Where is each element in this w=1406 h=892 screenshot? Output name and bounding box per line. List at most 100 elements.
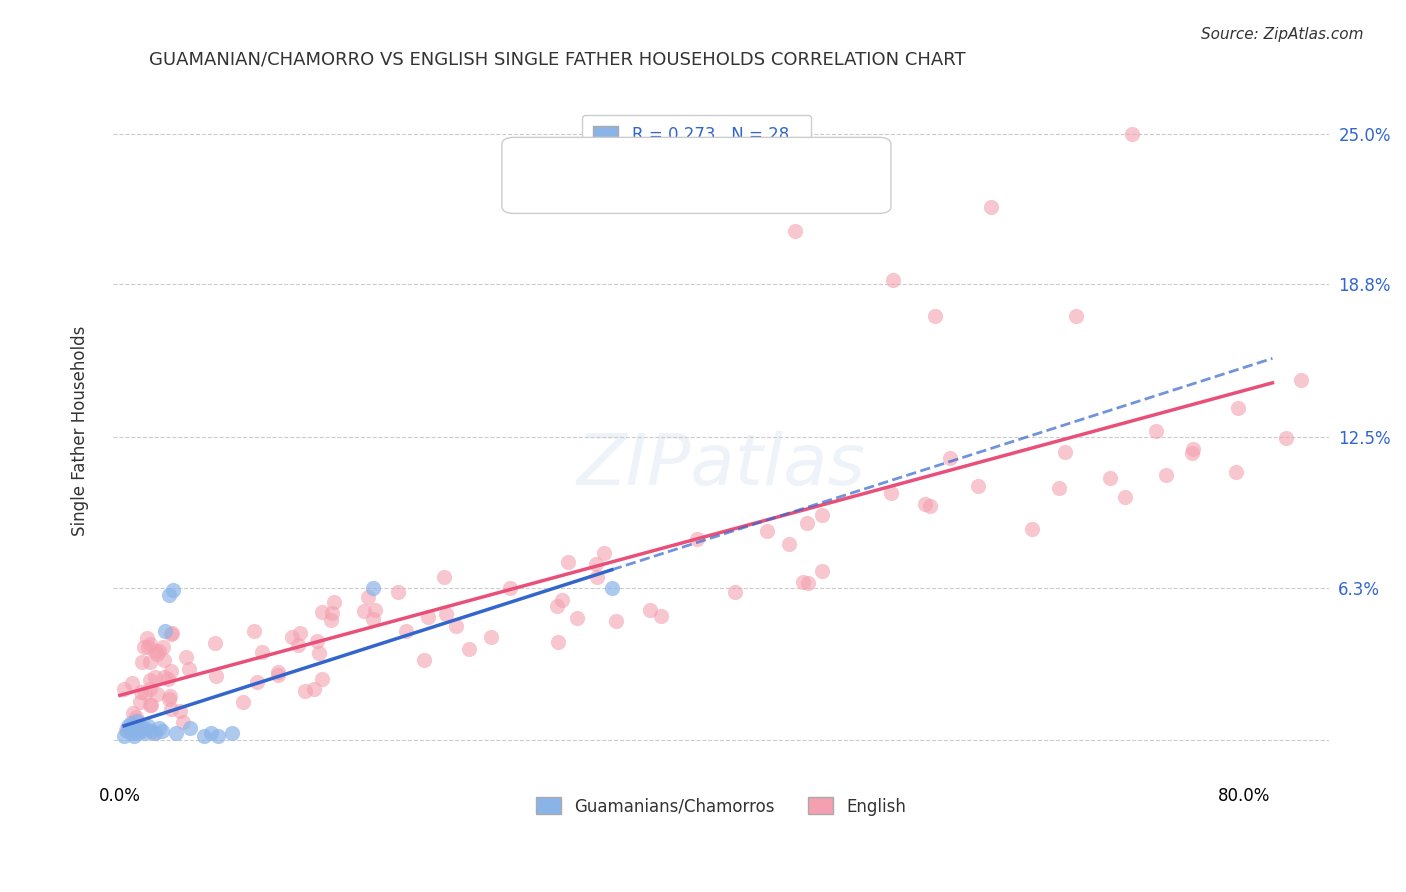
Point bbox=[160, 626, 183, 640]
Point bbox=[686, 532, 709, 546]
Point bbox=[174, 649, 197, 664]
Point bbox=[547, 634, 569, 648]
Text: Source: ZipAtlas.com: Source: ZipAtlas.com bbox=[1201, 27, 1364, 42]
Point bbox=[444, 619, 467, 633]
Point bbox=[139, 698, 162, 712]
Point bbox=[479, 630, 502, 644]
Point bbox=[321, 606, 343, 620]
Point bbox=[308, 646, 330, 660]
Point bbox=[139, 723, 162, 738]
Point bbox=[650, 609, 672, 624]
Point bbox=[1021, 522, 1043, 536]
Point bbox=[165, 726, 187, 740]
Point bbox=[138, 673, 160, 688]
Point bbox=[567, 611, 589, 625]
Point bbox=[117, 719, 139, 733]
Point bbox=[143, 726, 166, 740]
Point bbox=[1047, 482, 1070, 496]
Point bbox=[246, 674, 269, 689]
Point bbox=[120, 716, 142, 731]
Point bbox=[131, 656, 153, 670]
Point bbox=[252, 645, 274, 659]
Point bbox=[321, 613, 343, 627]
Point bbox=[139, 637, 162, 651]
Point bbox=[118, 722, 141, 736]
Point bbox=[136, 632, 159, 646]
Point bbox=[115, 723, 138, 737]
Point bbox=[294, 683, 316, 698]
Point bbox=[129, 723, 152, 738]
Point bbox=[546, 599, 568, 613]
Point bbox=[585, 557, 607, 571]
Point bbox=[311, 672, 333, 686]
Point bbox=[179, 722, 201, 736]
Point bbox=[267, 665, 290, 680]
Point bbox=[159, 690, 181, 704]
Point bbox=[966, 479, 988, 493]
Point bbox=[148, 722, 170, 736]
Point bbox=[783, 224, 806, 238]
Point bbox=[361, 581, 384, 595]
Point bbox=[121, 706, 143, 720]
Point bbox=[1181, 442, 1204, 457]
Point bbox=[357, 590, 380, 604]
Point bbox=[1064, 309, 1087, 323]
Point bbox=[638, 603, 661, 617]
Point bbox=[811, 508, 834, 522]
Point bbox=[557, 555, 579, 569]
Point bbox=[755, 524, 778, 539]
Point bbox=[157, 691, 180, 706]
Point bbox=[307, 634, 329, 648]
Point bbox=[243, 624, 266, 639]
Point bbox=[172, 714, 194, 729]
Point bbox=[169, 705, 191, 719]
Point bbox=[125, 714, 148, 728]
Point bbox=[433, 570, 456, 584]
Point bbox=[980, 200, 1002, 214]
FancyBboxPatch shape bbox=[502, 137, 891, 213]
Point bbox=[139, 655, 162, 669]
Point bbox=[160, 702, 183, 716]
Point bbox=[361, 612, 384, 626]
Point bbox=[156, 672, 179, 686]
Point bbox=[112, 682, 135, 697]
Point bbox=[153, 670, 176, 684]
Point bbox=[413, 653, 436, 667]
Point bbox=[499, 581, 522, 595]
Point bbox=[146, 687, 169, 701]
Point bbox=[143, 671, 166, 685]
Point bbox=[1180, 446, 1202, 460]
Point bbox=[796, 576, 818, 591]
Legend: Guamanians/Chamorros, English: Guamanians/Chamorros, English bbox=[527, 789, 914, 824]
Point bbox=[1121, 127, 1143, 141]
Point bbox=[322, 595, 344, 609]
Point bbox=[811, 564, 834, 578]
Point bbox=[142, 725, 165, 739]
Point bbox=[458, 641, 481, 656]
Point bbox=[153, 624, 176, 639]
Point bbox=[605, 615, 627, 629]
Point bbox=[287, 638, 309, 652]
Point bbox=[143, 644, 166, 658]
Point bbox=[882, 272, 904, 286]
Point bbox=[387, 585, 409, 599]
Point bbox=[416, 610, 439, 624]
Point bbox=[353, 604, 375, 618]
Point bbox=[159, 626, 181, 640]
Point bbox=[132, 722, 155, 736]
Point bbox=[204, 669, 226, 683]
Text: GUAMANIAN/CHAMORRO VS ENGLISH SINGLE FATHER HOUSEHOLDS CORRELATION CHART: GUAMANIAN/CHAMORRO VS ENGLISH SINGLE FAT… bbox=[149, 51, 966, 69]
Point bbox=[204, 636, 226, 650]
Point bbox=[125, 710, 148, 724]
Point bbox=[148, 644, 170, 658]
Point bbox=[115, 723, 138, 738]
Point bbox=[134, 686, 156, 700]
Point bbox=[157, 588, 180, 602]
Point bbox=[152, 640, 174, 654]
Point bbox=[1144, 424, 1167, 438]
Point bbox=[132, 640, 155, 655]
Point bbox=[1289, 373, 1312, 387]
Point bbox=[232, 695, 254, 709]
Text: ZIPatlas: ZIPatlas bbox=[576, 431, 865, 500]
Point bbox=[112, 729, 135, 743]
